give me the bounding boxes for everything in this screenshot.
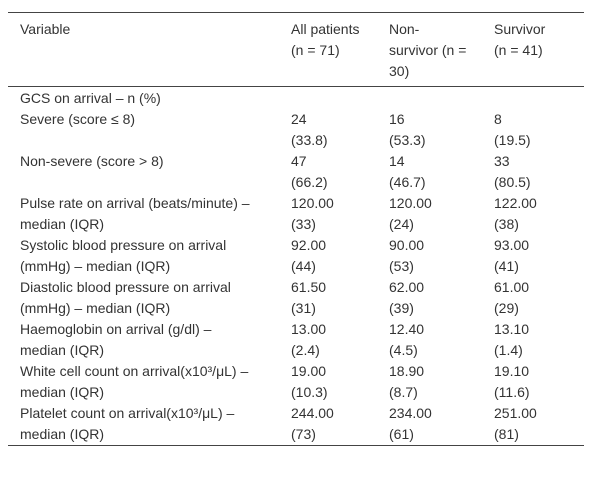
median: 61.00: [494, 279, 530, 295]
header-row: Variable All patients (n = 71) Non-survivo…: [8, 12, 584, 87]
median: 13.00: [291, 321, 327, 337]
header-cell: Variable: [20, 21, 71, 37]
median: 122.00: [494, 195, 537, 211]
iqr: (53): [389, 258, 414, 274]
iqr: (38): [494, 216, 519, 232]
iqr: (53.3): [389, 132, 426, 148]
median: 90.00: [389, 237, 425, 253]
value-cell: 93.00 (41): [494, 235, 584, 277]
value-cell: 120.00 (24): [389, 193, 494, 235]
median: 24: [291, 111, 307, 127]
value-cell: 61.00 (29): [494, 277, 584, 319]
value-cell: 19.10 (11.6): [494, 361, 584, 403]
iqr: (10.3): [291, 384, 328, 400]
table-row: Severe (score ≤ 8) 24 (33.8) 16 (53.3) 8 (19.5…: [8, 109, 584, 151]
table-row: White cell count on arrival(x10³/μL) – m…: [8, 361, 584, 403]
median: 14: [389, 153, 405, 169]
value-cell: 62.00 (39): [389, 277, 494, 319]
value-cell: 244.00 (73): [291, 403, 389, 446]
iqr: (29): [494, 300, 519, 316]
table-row: Systolic blood pressure on arrival (mmHg…: [8, 235, 584, 277]
iqr: (81): [494, 426, 519, 442]
table-body: GCS on arrival – n (%) Severe (score ≤ 8)…: [8, 87, 584, 446]
value-cell: 33 (80.5): [494, 151, 584, 193]
table-header: Variable All patients (n = 71) Non-survivo…: [8, 12, 584, 87]
iqr: (2.4): [291, 342, 320, 358]
header-cell: Survivor (n = 41): [494, 21, 546, 58]
median: 19.10: [494, 363, 530, 379]
value-cell: 12.40 (4.5): [389, 319, 494, 361]
row-label: Diastolic blood pressure on arrival (mmH…: [20, 279, 231, 316]
row-label: Non-severe (score > 8): [20, 153, 164, 169]
table-row: Non-severe (score > 8) 47 (66.2) 14 (46.7) 33…: [8, 151, 584, 193]
iqr: (61): [389, 426, 414, 442]
median: 234.00: [389, 405, 432, 421]
value-cell: 122.00 (38): [494, 193, 584, 235]
row-label: Systolic blood pressure on arrival (mmHg…: [20, 237, 227, 274]
value-cell: 18.90 (8.7): [389, 361, 494, 403]
value-cell: 92.00 (44): [291, 235, 389, 277]
value-cell: 13.10 (1.4): [494, 319, 584, 361]
table-row: GCS on arrival – n (%): [8, 87, 584, 110]
iqr: (19.5): [494, 132, 531, 148]
median: 19.00: [291, 363, 327, 379]
median: 12.40: [389, 321, 425, 337]
value-cell: 120.00 (33): [291, 193, 389, 235]
iqr: (1.4): [494, 342, 523, 358]
iqr: (80.5): [494, 174, 531, 190]
median: 93.00: [494, 237, 530, 253]
iqr: (46.7): [389, 174, 426, 190]
value-cell: 47 (66.2): [291, 151, 389, 193]
row-label: GCS on arrival – n (%): [20, 90, 161, 106]
median: 61.50: [291, 279, 327, 295]
iqr: (44): [291, 258, 316, 274]
value-cell: 8 (19.5): [494, 109, 584, 151]
median: 16: [389, 111, 405, 127]
median: 120.00: [291, 195, 334, 211]
header-cell: All patients (n = 71): [291, 21, 360, 58]
iqr: (66.2): [291, 174, 328, 190]
data-table: Variable All patients (n = 71) Non-survivo…: [8, 12, 584, 446]
iqr: (33.8): [291, 132, 328, 148]
value-cell: 19.00 (10.3): [291, 361, 389, 403]
iqr: (8.7): [389, 384, 418, 400]
value-cell: 90.00 (53): [389, 235, 494, 277]
table-row: Haemoglobin on arrival (g/dl) – median (…: [8, 319, 584, 361]
table-row: Pulse rate on arrival (beats/minute) – m…: [8, 193, 584, 235]
iqr: (73): [291, 426, 316, 442]
median: 251.00: [494, 405, 537, 421]
median: 33: [494, 153, 510, 169]
iqr: (4.5): [389, 342, 418, 358]
value-cell: 14 (46.7): [389, 151, 494, 193]
median: 18.90: [389, 363, 425, 379]
iqr: (31): [291, 300, 316, 316]
row-label: White cell count on arrival(x10³/μL) – m…: [20, 363, 249, 400]
median: 62.00: [389, 279, 425, 295]
iqr: (39): [389, 300, 414, 316]
header-cell: Non-survivor (n = 30): [389, 21, 467, 79]
value-cell: 251.00 (81): [494, 403, 584, 446]
row-label: Platelet count on arrival(x10³/μL) – med…: [20, 405, 235, 442]
value-cell: 24 (33.8): [291, 109, 389, 151]
table-row: Platelet count on arrival(x10³/μL) – med…: [8, 403, 584, 446]
value-cell: 61.50 (31): [291, 277, 389, 319]
value-cell: 234.00 (61): [389, 403, 494, 446]
median: 92.00: [291, 237, 327, 253]
iqr: (41): [494, 258, 519, 274]
row-label: Severe (score ≤ 8): [20, 111, 136, 127]
table-row: Diastolic blood pressure on arrival (mmH…: [8, 277, 584, 319]
value-cell: 16 (53.3): [389, 109, 494, 151]
median: 13.10: [494, 321, 530, 337]
value-cell: 13.00 (2.4): [291, 319, 389, 361]
iqr: (33): [291, 216, 316, 232]
row-label: Pulse rate on arrival (beats/minute) – m…: [20, 195, 250, 232]
row-label: Haemoglobin on arrival (g/dl) – median (…: [20, 321, 212, 358]
median: 120.00: [389, 195, 432, 211]
iqr: (24): [389, 216, 414, 232]
median: 244.00: [291, 405, 334, 421]
median: 47: [291, 153, 307, 169]
median: 8: [494, 111, 502, 127]
iqr: (11.6): [494, 384, 530, 400]
